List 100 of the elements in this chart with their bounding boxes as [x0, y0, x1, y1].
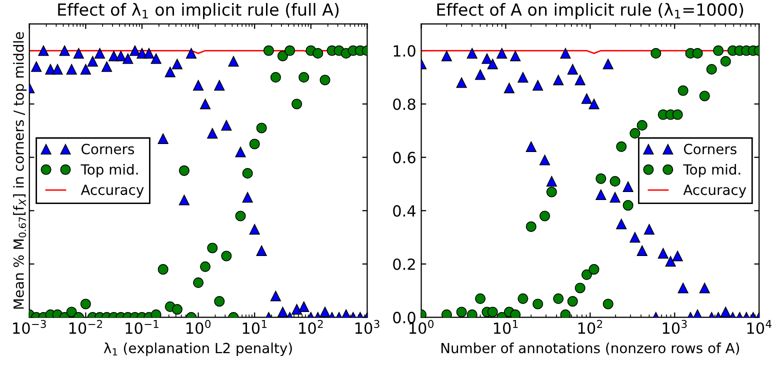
- point: [581, 93, 592, 104]
- point: [665, 256, 676, 267]
- point: [94, 48, 106, 59]
- point: [284, 45, 296, 56]
- point: [596, 189, 606, 200]
- point: [263, 45, 274, 56]
- legend-label: Accuracy: [80, 184, 144, 198]
- point: [150, 53, 162, 64]
- point: [510, 50, 521, 62]
- point: [242, 192, 253, 203]
- point: [546, 186, 557, 198]
- point: [588, 98, 600, 110]
- point: [193, 80, 204, 91]
- point: [292, 98, 302, 110]
- x-tick-label: 10$^{−1}$: [126, 320, 158, 334]
- point: [320, 74, 330, 86]
- x-tick-label: 10$^{−3}$: [13, 320, 46, 334]
- point: [256, 122, 267, 134]
- point: [678, 282, 688, 294]
- point: [692, 48, 703, 59]
- point: [678, 85, 688, 96]
- y-tick-label: 1.0: [394, 45, 416, 57]
- point: [574, 282, 586, 294]
- point: [574, 74, 586, 86]
- point: [66, 64, 77, 75]
- chart-title: Effect of A on implicit rule (λ$_{1}$=1000): [437, 2, 744, 20]
- x-tick-label: 10$^{1}$: [242, 320, 267, 334]
- point: [720, 306, 731, 318]
- point: [610, 176, 620, 187]
- point: [158, 133, 168, 144]
- point: [249, 224, 260, 235]
- point: [130, 45, 140, 56]
- legend-label: Top mid.: [683, 164, 740, 178]
- legend-label: Corners: [82, 144, 134, 154]
- point: [144, 48, 154, 59]
- point: [87, 56, 98, 67]
- point: [699, 90, 710, 102]
- x-tick-label: 10$^{0}$: [186, 320, 211, 334]
- point: [713, 45, 724, 56]
- y-axis-title: Mean % M$_{0.67}$[f$_{X}$] in corners / top middle: [13, 32, 27, 309]
- point: [38, 45, 49, 56]
- y-tick-label: 0.2: [393, 258, 415, 270]
- point: [616, 218, 627, 230]
- point: [567, 296, 578, 307]
- point: [616, 141, 627, 152]
- point: [31, 61, 42, 72]
- x-tick-label: 10$^{−2}$: [69, 320, 102, 334]
- point: [567, 64, 578, 75]
- point: [546, 176, 557, 187]
- point: [539, 210, 550, 222]
- point: [277, 50, 288, 62]
- point: [532, 80, 544, 91]
- x-tick-label: 10$^{3}$: [355, 320, 380, 334]
- x-tick-label: 10$^{1}$: [494, 320, 518, 334]
- point: [235, 146, 246, 158]
- point: [672, 109, 683, 120]
- point: [178, 194, 190, 206]
- point: [178, 165, 190, 176]
- point: [622, 181, 634, 192]
- point: [588, 264, 600, 275]
- point: [235, 210, 246, 222]
- legend-label: Corners: [684, 144, 736, 154]
- point: [706, 64, 717, 75]
- point: [518, 293, 528, 304]
- point: [312, 48, 324, 59]
- point: [553, 74, 564, 86]
- legend-label: Top mid.: [80, 164, 138, 178]
- point: [482, 53, 492, 64]
- point: [172, 58, 182, 70]
- point: [214, 80, 225, 91]
- x-tick-label: 10$^{3}$: [662, 320, 687, 334]
- point: [622, 200, 634, 211]
- point: [526, 141, 536, 152]
- point: [581, 269, 592, 280]
- point: [73, 48, 84, 59]
- point: [672, 250, 683, 262]
- point: [699, 282, 710, 294]
- x-tick-label: 10$^{2}$: [299, 320, 323, 334]
- chart-title: Effect of λ$_{1}$ on implicit rule (full A): [58, 2, 339, 20]
- x-tick-label: 10$^{2}$: [578, 320, 602, 334]
- point: [526, 221, 536, 232]
- point: [560, 48, 571, 59]
- point: [630, 232, 640, 243]
- point: [504, 82, 514, 94]
- point: [602, 58, 614, 70]
- point: [249, 138, 260, 150]
- point: [102, 61, 112, 72]
- point: [228, 56, 239, 67]
- point: [221, 120, 232, 131]
- point: [658, 248, 668, 259]
- y-tick-label: 0.8: [393, 98, 416, 110]
- point: [602, 298, 614, 310]
- point: [518, 72, 528, 83]
- point: [200, 261, 211, 272]
- point: [636, 245, 648, 256]
- point: [539, 154, 550, 166]
- point: [496, 48, 508, 59]
- point: [650, 48, 662, 59]
- point: [720, 56, 731, 67]
- point: [207, 128, 218, 139]
